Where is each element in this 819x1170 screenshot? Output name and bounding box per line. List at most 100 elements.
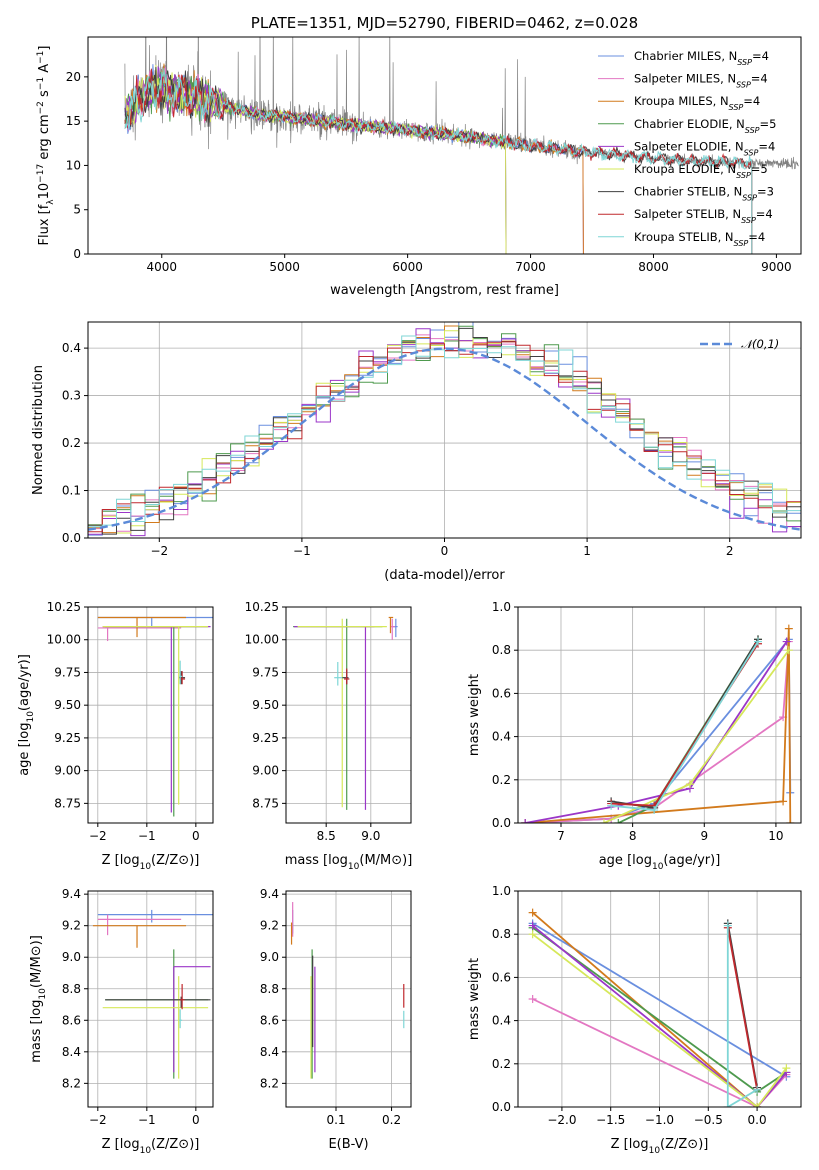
legend-label: Chabrier MILES, NSSP=4: [634, 49, 769, 67]
x-tick-label: 7000: [515, 260, 546, 274]
weight-line: [611, 641, 759, 811]
y-tick-label: 8.8: [260, 982, 279, 996]
y-tick-label: 9.00: [54, 764, 81, 778]
y-tick-label: 8.6: [62, 1013, 81, 1027]
y-tick-label: 9.0: [260, 950, 279, 964]
error-bar-point: [344, 668, 350, 685]
x-tick-label: 0: [192, 1113, 200, 1127]
y-tick-label: 10.00: [245, 633, 279, 647]
y-tick-label: 20: [66, 70, 81, 84]
y-tick-label: 5: [73, 203, 81, 217]
legend-label: 𝒩(0,1): [741, 337, 779, 351]
y-tick-label: 8.4: [260, 1045, 279, 1059]
y-tick-label: 0.6: [492, 970, 511, 984]
y-tick-label: 10.25: [47, 600, 81, 614]
x-tick-label: 6000: [392, 260, 423, 274]
x-tick-label: 7: [557, 829, 565, 843]
y-tick-label: 10.25: [245, 600, 279, 614]
y-tick-label: 8.2: [62, 1076, 81, 1090]
y-tick-label: 9.75: [54, 665, 81, 679]
plot-area: [286, 891, 411, 1107]
histogram-series: [88, 335, 801, 528]
x-axis-label: age [log10(age/yr)]: [599, 853, 721, 872]
weight-series: [614, 635, 763, 823]
x-axis-label: mass [log10(M/M⊙)]: [285, 853, 413, 872]
error-bar-point: [179, 660, 183, 685]
x-tick-label: −1.5: [596, 1113, 625, 1127]
y-tick-label: 9.50: [54, 698, 81, 712]
error-bar-point: [105, 626, 209, 817]
error-bar-point: [388, 616, 394, 634]
legend-label: Kroupa ELODIE, NSSP=5: [634, 162, 768, 180]
error-bar-point: [294, 626, 375, 810]
error-bar-point: [179, 984, 185, 1010]
plot-area: [124, 37, 799, 254]
x-tick-label: 2: [726, 544, 734, 558]
y-tick-label: 0.2: [492, 773, 511, 787]
y-tick-label: 9.2: [62, 919, 81, 933]
panel-residuals: −2 −1 0 1 2 0.0 0.1 0.2 0.3 0.4 (data-model)/error…: [31, 321, 802, 583]
weight-line: [610, 638, 759, 809]
panel-weight-vs-age: 7 8 9 10 0.0 0.2 0.4 0.6 0.8 1.0 age [log10(age/yr…: [467, 600, 802, 872]
x-tick-label: −2: [150, 544, 168, 558]
plot-area: [518, 607, 801, 823]
plus-marker: [784, 646, 793, 655]
y-tick-label: 9.75: [252, 665, 279, 679]
x-tick-label: 10: [768, 829, 783, 843]
panel-age-vs-mass: 8.5 9.0 8.75 9.00 9.25 9.50 9.75 10.00 10.25 mass…: [245, 600, 413, 872]
y-tick-label: 10: [66, 158, 81, 172]
error-bar-point: [97, 627, 182, 642]
x-tick-label: −1.0: [645, 1113, 674, 1127]
normal-reference-curve: [88, 347, 801, 531]
y-axis-label: Normed distribution: [31, 365, 46, 495]
y-tick-label: 9.4: [260, 887, 279, 901]
plus-marker: [723, 1103, 732, 1107]
y-tick-label: 0.4: [492, 1014, 511, 1028]
x-tick-label: −1: [138, 829, 156, 843]
plus-marker: [685, 780, 694, 789]
chart-title: PLATE=1351, MJD=52790, FIBERID=0462, z=0…: [251, 14, 638, 32]
y-tick-label: 9.50: [252, 698, 279, 712]
weight-series: [607, 639, 763, 810]
x-axis-label: Z [log10(Z/Z⊙)]: [611, 1137, 709, 1156]
y-axis-label: age [log10(age/yr)]: [17, 654, 36, 776]
plot-area: [88, 891, 213, 1107]
x-tick-label: 1: [583, 544, 591, 558]
plus-marker: [786, 819, 795, 823]
error-bar-point: [297, 618, 387, 808]
panel-spectrum: 4000 5000 6000 7000 8000 9000 0 5 10 15 20 PLATE=13…: [36, 14, 802, 298]
x-tick-label: 8: [629, 829, 637, 843]
weight-line: [532, 998, 788, 1107]
y-tick-label: 8.75: [54, 796, 81, 810]
y-tick-label: 0.8: [492, 927, 511, 941]
axes-frame: [517, 606, 802, 824]
y-tick-label: 9.2: [260, 919, 279, 933]
error-bar-point: [334, 661, 343, 686]
weight-series: [723, 921, 762, 1107]
y-axis-label: mass weight: [467, 674, 482, 756]
plot-area: [518, 891, 801, 1107]
y-tick-label: 0.4: [492, 730, 511, 744]
x-tick-label: 8.5: [317, 829, 336, 843]
y-tick-label: 8.75: [252, 796, 279, 810]
y-tick-label: 0.0: [62, 531, 81, 545]
weight-line: [617, 638, 759, 823]
plot-area: [88, 322, 801, 538]
y-tick-label: 0.1: [62, 484, 81, 498]
x-tick-label: 0.1: [326, 1113, 345, 1127]
x-tick-label: 0.2: [382, 1113, 401, 1127]
legend-label: Kroupa STELIB, NSSP=4: [634, 230, 765, 248]
weight-series: [607, 637, 763, 815]
y-tick-label: 9.00: [252, 764, 279, 778]
plus-marker: [650, 806, 659, 815]
error-bar-point: [97, 616, 187, 638]
error-bar-point: [102, 626, 211, 813]
axes-frame: [87, 36, 802, 255]
y-axis-label: Flux [fλ10−17 erg cm−2 s−1 A−1]: [36, 46, 56, 246]
y-tick-label: 0.6: [492, 686, 511, 700]
histogram-series: [88, 330, 801, 534]
plus-marker: [528, 921, 537, 930]
x-tick-label: 9.0: [361, 829, 380, 843]
legend-label: Chabrier STELIB, NSSP=3: [634, 185, 774, 203]
plus-marker: [528, 930, 537, 939]
